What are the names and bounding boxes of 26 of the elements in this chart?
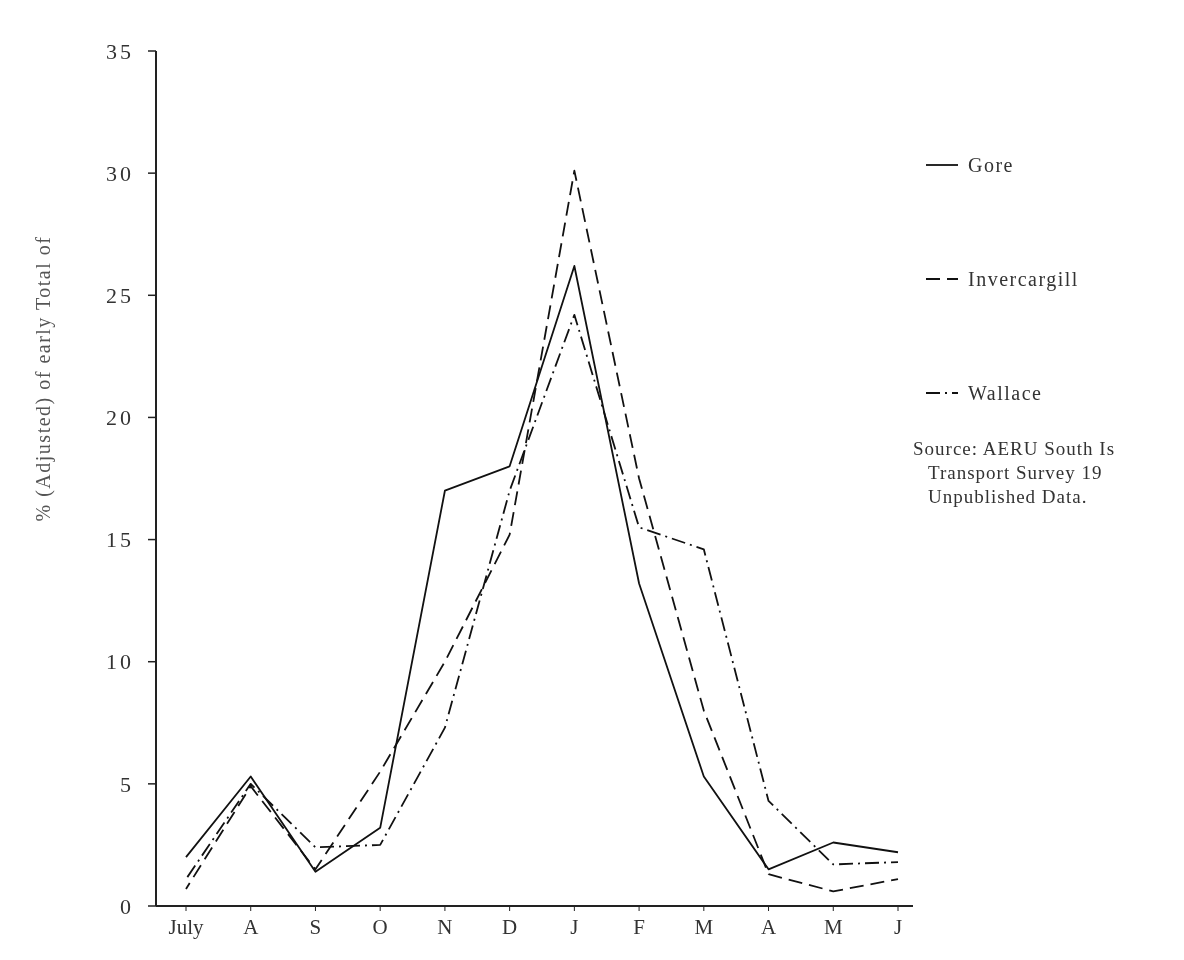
x-tick-label: D bbox=[502, 915, 518, 939]
y-axis-title: % (Adjusted) of early Total of bbox=[32, 235, 55, 522]
legend-label: Invercargill bbox=[968, 268, 1079, 291]
x-tick-label: J bbox=[570, 915, 579, 939]
y-tick-label: 10 bbox=[106, 649, 134, 675]
y-tick-label: 15 bbox=[106, 527, 134, 553]
x-tick-label: O bbox=[372, 915, 388, 939]
x-tick-label: A bbox=[760, 915, 777, 939]
x-tick-label: J bbox=[893, 915, 903, 939]
annotation: Source: AERU South Is Transport Survey 19 Unpublished Data. bbox=[913, 438, 1116, 507]
x-tick-label: N bbox=[437, 915, 453, 939]
x-tick-label: July bbox=[168, 915, 204, 939]
y-tick-label: 30 bbox=[106, 160, 134, 186]
x-tick-label: A bbox=[243, 915, 260, 939]
y-tick-label: 20 bbox=[106, 405, 134, 431]
legend-label: Wallace bbox=[968, 382, 1043, 404]
x-tick-label: M bbox=[694, 915, 714, 939]
y-tick-label: 0 bbox=[120, 893, 134, 919]
y-tick-label: 5 bbox=[120, 771, 134, 797]
x-tick-label: F bbox=[633, 915, 645, 939]
x-tick-label: S bbox=[309, 915, 322, 939]
y-tick-label: 25 bbox=[106, 282, 134, 308]
line-series bbox=[185, 169, 899, 893]
y-tick-label: 35 bbox=[106, 38, 134, 64]
legend-label: Gore bbox=[968, 154, 1014, 176]
x-tick-label: M bbox=[823, 915, 843, 939]
